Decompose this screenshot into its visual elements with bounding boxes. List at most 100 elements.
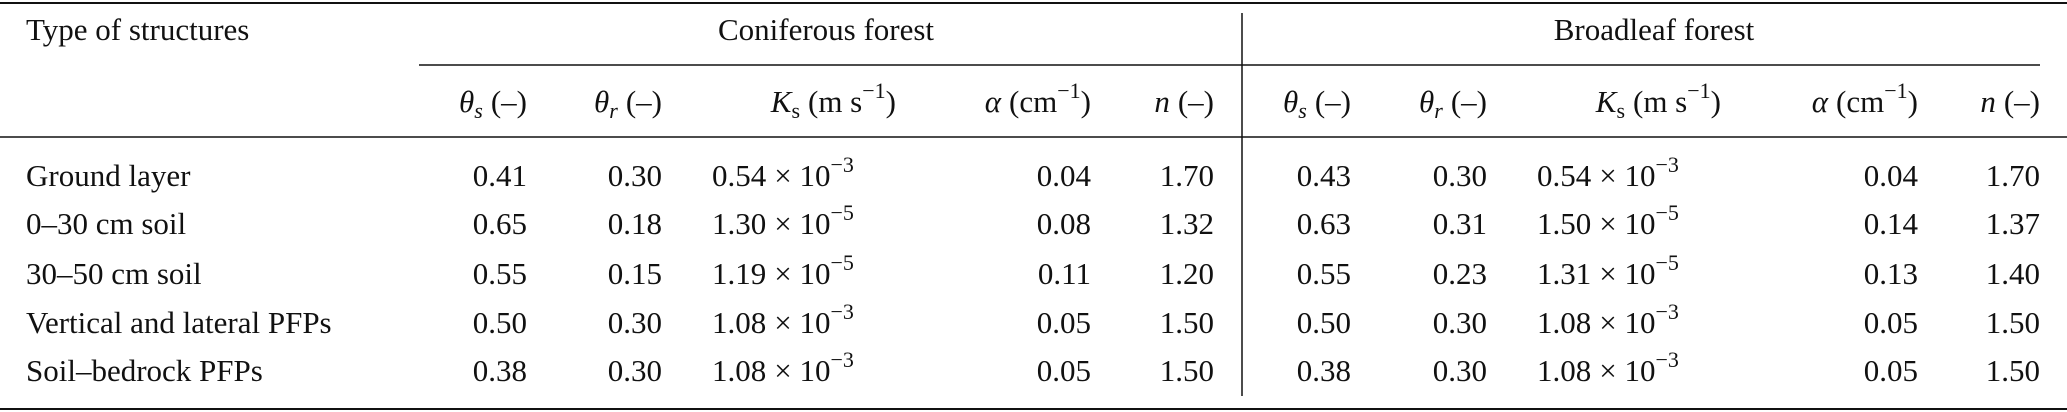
mantissa: 1.08 <box>712 305 766 340</box>
cell: 0.55 <box>1297 256 1351 291</box>
times: × 10 <box>1599 206 1655 241</box>
mantissa: 1.31 <box>1537 256 1591 291</box>
subscript: r <box>609 98 618 123</box>
mantissa: 1.50 <box>1537 206 1591 241</box>
row-label: 0–30 cm soil <box>26 206 186 241</box>
cell: 1.50 <box>1160 353 1214 388</box>
times: × 10 <box>1599 158 1655 193</box>
subscript: r <box>1434 98 1443 123</box>
exponent: −3 <box>1655 299 1678 324</box>
cell: 0.13 <box>1864 256 1918 291</box>
unit: (cm <box>1009 84 1057 119</box>
cell: 1.08 × 10−3 <box>1537 299 1679 340</box>
unit: (–) <box>1315 84 1351 119</box>
exponent: −5 <box>830 200 853 225</box>
unit: (–) <box>1178 84 1214 119</box>
unit-close: ) <box>1081 84 1091 119</box>
row-label: 30–50 cm soil <box>26 256 202 291</box>
cell: 0.43 <box>1297 158 1351 193</box>
superscript: −1 <box>1687 78 1710 103</box>
superscript: −1 <box>1057 78 1080 103</box>
unit: (–) <box>626 84 662 119</box>
times: × 10 <box>774 305 830 340</box>
cell: 1.20 <box>1160 256 1214 291</box>
exponent: −5 <box>1655 200 1678 225</box>
exponent: −3 <box>830 347 853 372</box>
cell: 1.30 × 10−5 <box>712 200 854 241</box>
cell: 1.70 <box>1160 158 1214 193</box>
exponent: −5 <box>830 250 853 275</box>
row-label: Vertical and lateral PFPs <box>26 305 332 340</box>
times: × 10 <box>774 353 830 388</box>
cell: 0.30 <box>1433 305 1487 340</box>
cell: 1.37 <box>1986 206 2040 241</box>
symbol: K <box>770 84 794 119</box>
cell: 1.08 × 10−3 <box>1537 347 1679 388</box>
times: × 10 <box>1599 305 1655 340</box>
column-header: n (–) <box>1154 84 1214 119</box>
cell: 1.50 <box>1986 353 2040 388</box>
symbol: θ <box>594 84 609 119</box>
superscript: −1 <box>862 78 885 103</box>
cell: 0.04 <box>1037 158 1092 193</box>
cell: 0.50 <box>473 305 527 340</box>
cell: 0.08 <box>1037 206 1091 241</box>
column-header: α (cm−1) <box>985 78 1091 119</box>
cell: 1.70 <box>1986 158 2040 193</box>
cell: 0.50 <box>1297 305 1351 340</box>
cell: 1.31 × 10−5 <box>1537 250 1679 291</box>
exponent: −3 <box>1655 347 1678 372</box>
cell: 0.30 <box>1433 353 1487 388</box>
cell: 1.32 <box>1160 206 1214 241</box>
cell: 0.38 <box>473 353 527 388</box>
unit: (–) <box>1451 84 1487 119</box>
column-header: θr (–) <box>594 84 662 123</box>
symbol: θ <box>459 84 474 119</box>
unit: (–) <box>2004 84 2040 119</box>
cell: 0.14 <box>1864 206 1919 241</box>
cell: 0.04 <box>1864 158 1919 193</box>
cell: 0.38 <box>1297 353 1351 388</box>
column-header: n (–) <box>1980 84 2040 119</box>
column-header: α (cm−1) <box>1812 78 1918 119</box>
cell: 1.50 × 10−5 <box>1537 200 1679 241</box>
exponent: −3 <box>830 299 853 324</box>
mantissa: 1.08 <box>712 353 766 388</box>
mantissa: 1.08 <box>1537 353 1591 388</box>
unit: (m s <box>808 84 862 119</box>
exponent: −5 <box>1655 250 1678 275</box>
cell: 0.23 <box>1433 256 1487 291</box>
unit-close: ) <box>1908 84 1918 119</box>
cell: 0.65 <box>473 206 527 241</box>
cell: 0.31 <box>1433 206 1487 241</box>
mantissa: 0.54 <box>1537 158 1592 193</box>
cell: 0.05 <box>1037 353 1091 388</box>
group-header: Broadleaf forest <box>1554 12 1755 47</box>
row-label: Soil–bedrock PFPs <box>26 353 263 388</box>
cell: 0.05 <box>1864 305 1918 340</box>
cell: 1.08 × 10−3 <box>712 299 854 340</box>
symbol: α <box>985 84 1002 119</box>
symbol: K <box>1595 84 1619 119</box>
subscript: s <box>474 98 483 123</box>
column-header: θr (–) <box>1419 84 1487 123</box>
cell: 0.11 <box>1038 256 1091 291</box>
subscript: s <box>1298 98 1307 123</box>
row-label: Ground layer <box>26 158 191 193</box>
column-header: Ks (m s−1) <box>770 78 896 123</box>
subscript: s <box>1616 98 1625 123</box>
column-header: Ks (m s−1) <box>1595 78 1721 123</box>
cell: 1.50 <box>1986 305 2040 340</box>
mantissa: 0.54 <box>712 158 767 193</box>
column-header: θs (–) <box>459 84 527 123</box>
cell: 0.05 <box>1864 353 1918 388</box>
cell: 0.55 <box>473 256 527 291</box>
superscript: −1 <box>1884 78 1907 103</box>
cell: 1.40 <box>1986 256 2040 291</box>
symbol: n <box>1980 84 1996 119</box>
cell: 1.08 × 10−3 <box>712 347 854 388</box>
cell: 1.19 × 10−5 <box>712 250 854 291</box>
cell: 0.63 <box>1297 206 1351 241</box>
mantissa: 1.19 <box>712 256 766 291</box>
